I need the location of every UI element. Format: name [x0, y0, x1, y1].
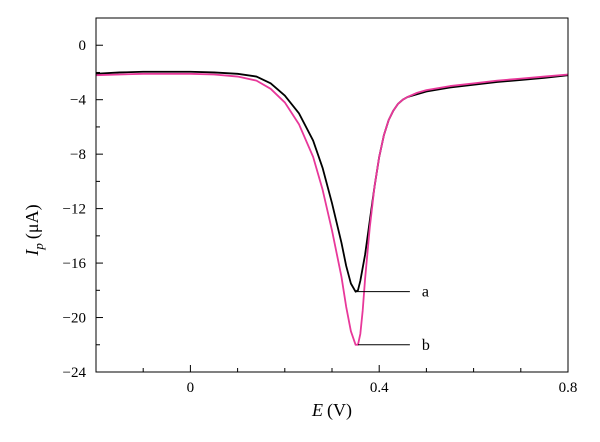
y-axis-unit: (μA) — [22, 204, 43, 239]
y-tick-label: 0 — [79, 38, 87, 54]
y-tick-label: −20 — [63, 311, 86, 327]
y-tick-label: −12 — [63, 202, 86, 218]
y-axis-sub: p — [31, 243, 46, 251]
x-tick-label: 0 — [187, 380, 195, 396]
series-line-a — [95, 70, 569, 293]
annotation-layer: ab — [356, 284, 430, 354]
y-tick-label: −16 — [63, 256, 87, 272]
y-tick-label: −8 — [70, 147, 86, 163]
y-axis-var: I — [22, 249, 42, 257]
x-axis-unit: (V) — [327, 400, 352, 421]
y-axis-title: Ip (μA) — [22, 204, 46, 256]
x-tick-label: 0.8 — [559, 380, 578, 396]
x-tick-label: 0.4 — [370, 380, 389, 396]
series-layer — [95, 70, 569, 346]
x-axis-title: E (V) — [311, 400, 352, 421]
y-tick-label: −4 — [70, 93, 86, 109]
series-line-b — [95, 72, 569, 346]
annotation-label-a: a — [422, 284, 429, 301]
annotation-label-b: b — [422, 337, 430, 354]
axes-layer: 0 0.4 0.8 0 −4 −8 −12 −16 −20 −24 — [63, 17, 578, 396]
y-tick-label: −24 — [63, 365, 87, 381]
x-axis-var: E — [311, 400, 323, 420]
